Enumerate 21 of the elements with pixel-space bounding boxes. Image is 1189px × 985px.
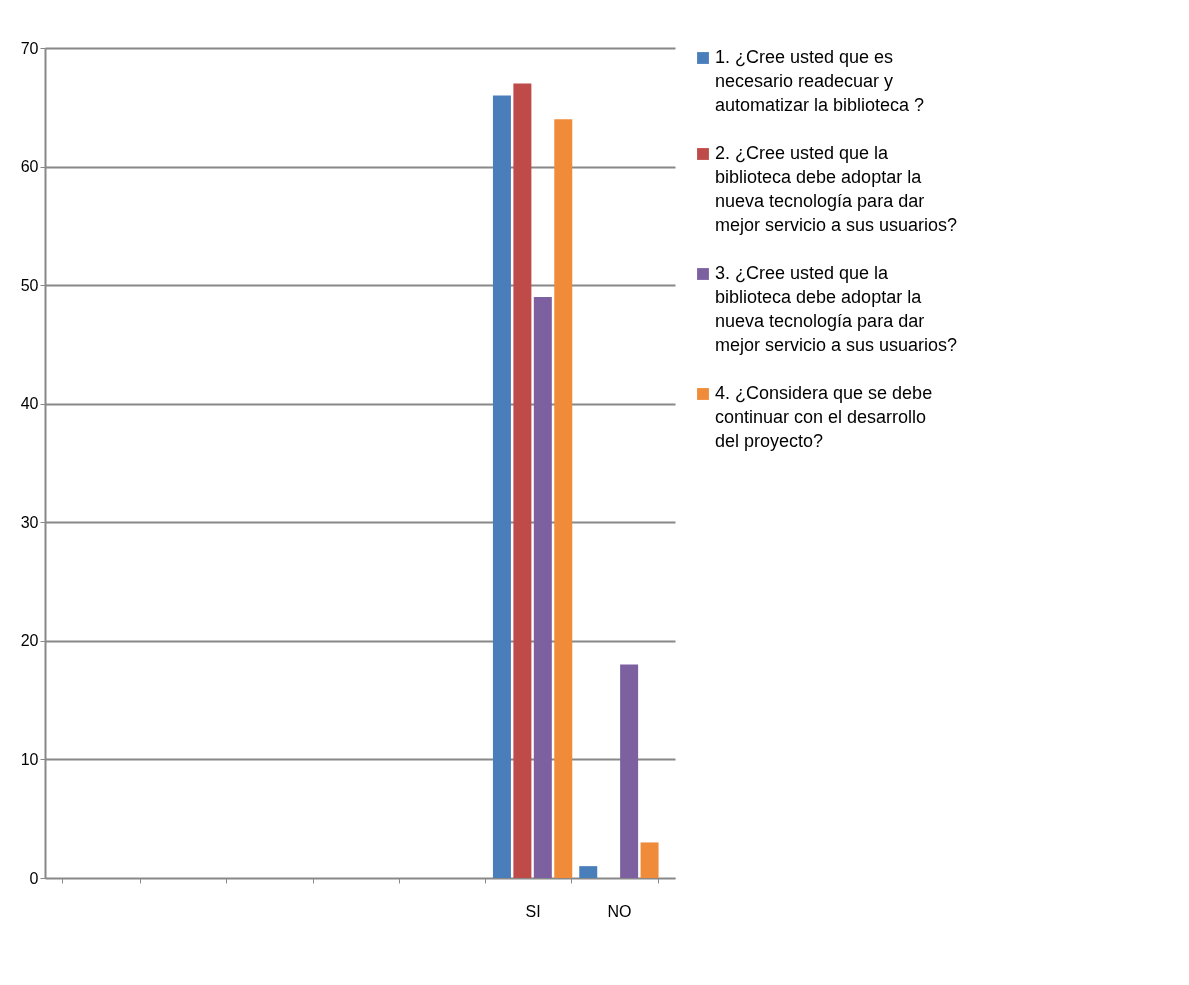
y-tick-label: 10 <box>20 750 39 768</box>
legend-label: 2. ¿Cree usted que la biblioteca debe adoptar la nueva tecnología para dar mejor servicio a sus usuarios? <box>715 143 958 235</box>
y-tick-label: 60 <box>20 158 39 176</box>
x-tick-label: SI <box>525 902 541 920</box>
y-tick-label: 20 <box>20 632 39 650</box>
legend-label: 1. ¿Cree usted que es necesario readecuar y automatizar la biblioteca ? <box>715 47 925 115</box>
bar <box>620 664 639 878</box>
x-tick-label: NO <box>607 902 632 920</box>
bar <box>533 297 552 878</box>
bar <box>492 95 511 878</box>
bar <box>554 119 573 878</box>
legend-label: 3. ¿Cree usted que la biblioteca debe adoptar la nueva tecnología para dar mejor servicio a sus usuarios? <box>715 263 958 355</box>
y-tick-label: 30 <box>20 513 39 531</box>
bar <box>640 842 659 878</box>
y-tick-label: 40 <box>20 395 39 413</box>
bar <box>513 83 532 878</box>
bar <box>579 866 598 878</box>
y-tick-label: 0 <box>29 869 39 887</box>
y-tick-label: 70 <box>20 39 39 57</box>
y-tick-label: 50 <box>20 276 39 294</box>
legend-label: 4. ¿Considera que se debe continuar con el desarrollo del proyecto? <box>715 383 933 451</box>
